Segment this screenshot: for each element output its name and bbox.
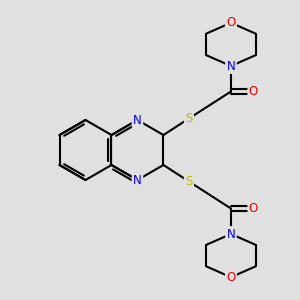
Text: O: O [249, 85, 258, 98]
Text: N: N [226, 59, 235, 73]
Text: O: O [226, 16, 236, 29]
Text: S: S [185, 175, 193, 188]
Text: O: O [226, 271, 236, 284]
Text: N: N [133, 113, 142, 127]
Text: S: S [185, 112, 193, 125]
Text: N: N [226, 227, 235, 241]
Text: N: N [133, 173, 142, 187]
Text: O: O [249, 202, 258, 215]
